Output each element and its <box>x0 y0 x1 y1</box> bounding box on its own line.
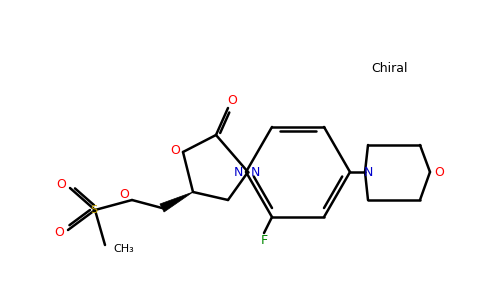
Text: N: N <box>250 166 260 178</box>
Text: O: O <box>170 143 180 157</box>
Text: S: S <box>91 205 98 215</box>
Text: O: O <box>119 188 129 202</box>
Text: Chiral: Chiral <box>372 61 408 74</box>
Text: O: O <box>227 94 237 107</box>
Text: CH₃: CH₃ <box>113 244 134 254</box>
Text: O: O <box>54 226 64 239</box>
Text: O: O <box>434 166 444 178</box>
Text: N: N <box>233 166 242 178</box>
Text: F: F <box>260 233 268 247</box>
Text: N: N <box>363 166 373 178</box>
Polygon shape <box>160 192 193 212</box>
Text: O: O <box>56 178 66 191</box>
